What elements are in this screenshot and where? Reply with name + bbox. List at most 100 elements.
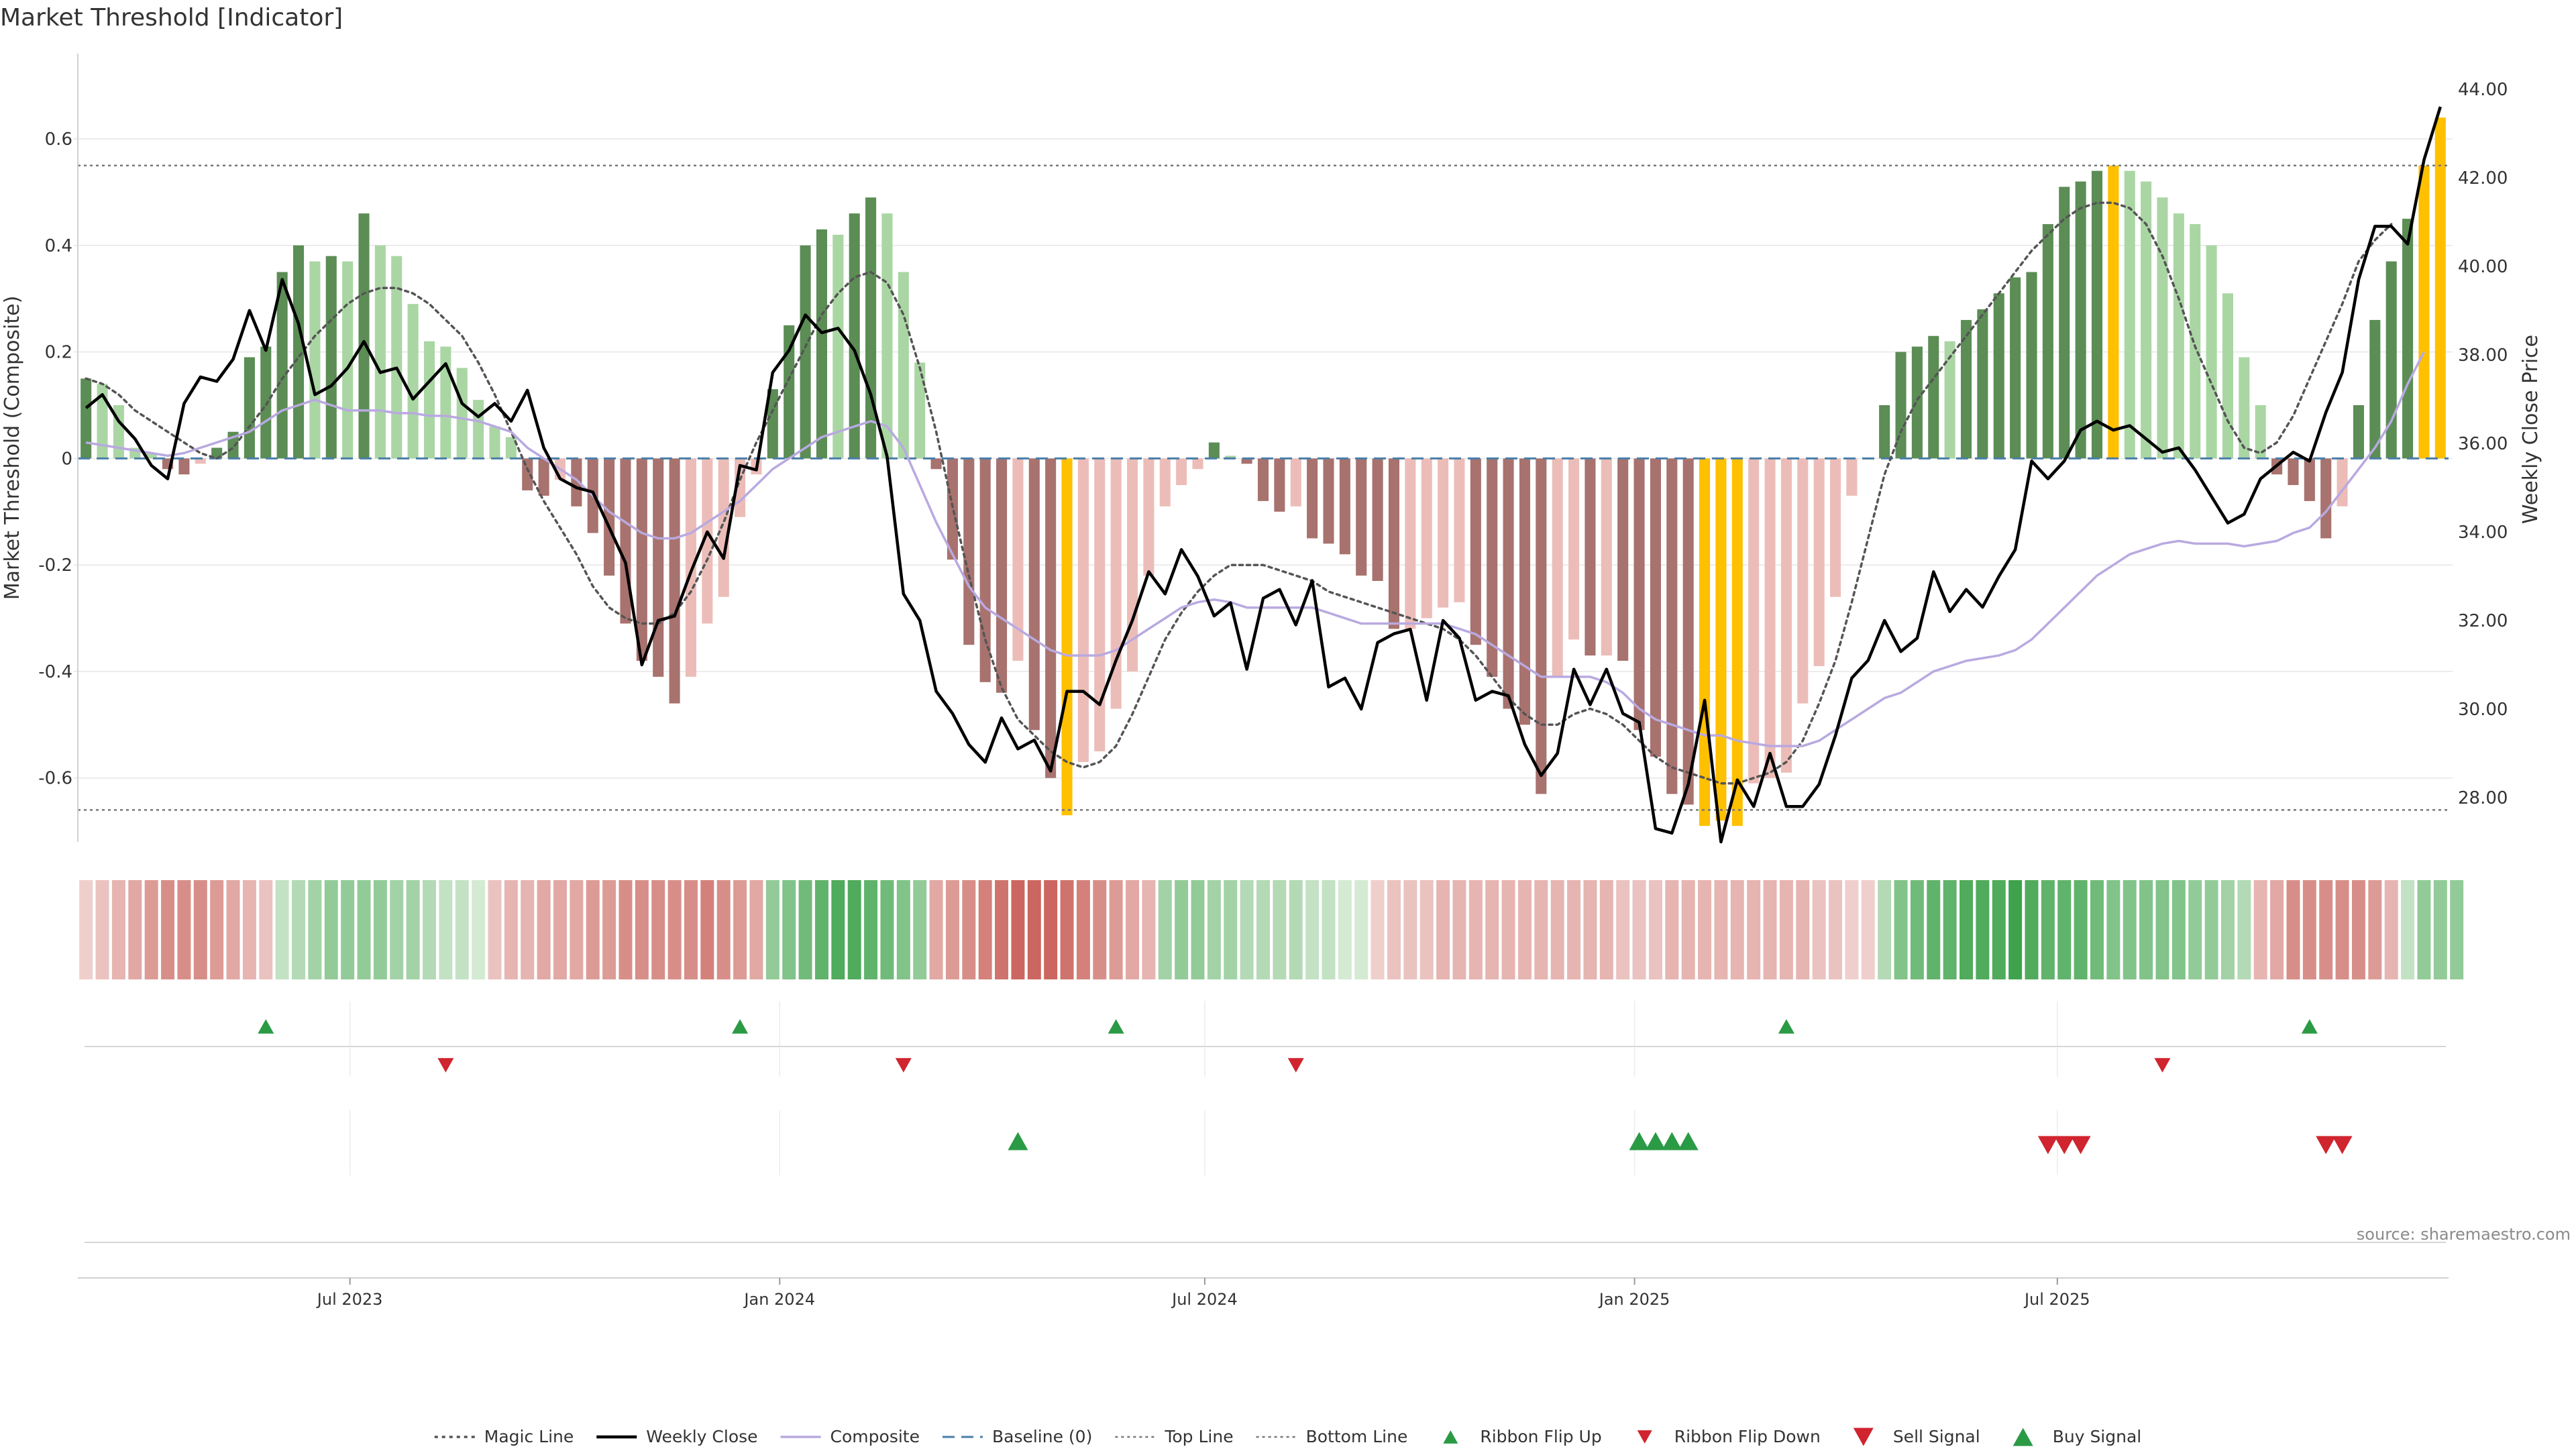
- ribbon-cell: [2335, 880, 2349, 979]
- composite-line: [85, 351, 2425, 747]
- right-tick-label: 42.00: [2458, 168, 2508, 189]
- ribbon-cell: [111, 880, 125, 979]
- ribbon-cell: [1436, 880, 1450, 979]
- ribbon-cell: [2302, 880, 2316, 979]
- ribbon-cell: [749, 880, 763, 979]
- left-tick-label: 0.2: [45, 343, 72, 363]
- ribbon-cell: [2237, 880, 2251, 979]
- ribbon-cell: [1126, 880, 1140, 979]
- ribbon-cell: [2025, 880, 2039, 979]
- composite-bar: [1225, 455, 1236, 459]
- ribbon-cell: [1632, 880, 1646, 979]
- ribbon-cell: [1665, 880, 1679, 979]
- ribbon-cell: [1371, 880, 1385, 979]
- ribbon-flip-down-marker: [437, 1058, 454, 1073]
- x-tick-label: Jul 2024: [1171, 1290, 1238, 1309]
- ribbon-cell: [1305, 880, 1320, 979]
- legend-label: Buy Signal: [2053, 1427, 2142, 1446]
- composite-bar: [1339, 458, 1350, 555]
- ribbon-cell: [1468, 880, 1483, 979]
- ribbon-cell: [439, 880, 453, 979]
- ribbon-cell: [716, 880, 731, 979]
- ribbon-cell: [1011, 880, 1025, 979]
- composite-bar: [1094, 458, 1106, 752]
- legend-item-ribbon-flip-up: Ribbon Flip Up: [1443, 1427, 1602, 1446]
- ribbon-cell: [324, 880, 338, 979]
- ribbon-cell: [1517, 880, 1532, 979]
- ribbon-cell: [619, 880, 633, 979]
- composite-bar: [1438, 458, 1449, 608]
- ribbon-cell: [1599, 880, 1613, 979]
- ribbon-cell: [962, 880, 976, 979]
- composite-bar: [947, 458, 958, 560]
- left-axis-label: Market Threshold (Composite): [1, 296, 24, 600]
- composite-bar: [816, 229, 827, 459]
- ribbon-cell: [929, 880, 943, 979]
- ribbon-cell: [2057, 880, 2072, 979]
- ribbon-cell: [177, 880, 191, 979]
- composite-bar: [718, 458, 729, 597]
- ribbon-flip-up-marker: [732, 1019, 749, 1034]
- ribbon-cell: [1175, 880, 1189, 979]
- composite-bar: [2010, 277, 2021, 459]
- composite-bar: [604, 458, 615, 576]
- ribbon-cell: [1878, 880, 1892, 979]
- ribbon-cell: [913, 880, 927, 979]
- composite-bar: [653, 458, 664, 677]
- price-line-layer: [85, 106, 2442, 844]
- composite-bar: [669, 458, 680, 704]
- ribbon-flip-down-marker: [2154, 1058, 2171, 1073]
- composite-bar: [620, 458, 631, 624]
- buy-signal-marker: [1008, 1132, 1028, 1150]
- ribbon-cell: [1796, 880, 1810, 979]
- composite-bar: [1895, 352, 1907, 459]
- composite-bar: [1633, 458, 1645, 731]
- ribbon-cell: [210, 880, 224, 979]
- ribbon-cell: [1714, 880, 1728, 979]
- right-tick-label: 32.00: [2458, 611, 2508, 631]
- ribbon-cell: [2401, 880, 2415, 979]
- ribbon-cell: [798, 880, 812, 979]
- composite-bar: [1405, 458, 1416, 629]
- composite-bar: [178, 458, 190, 475]
- ribbon-cell: [1501, 880, 1515, 979]
- bars-layer: [80, 117, 2446, 826]
- composite-bar: [2320, 458, 2332, 539]
- ribbon-cell: [1992, 880, 2006, 979]
- composite-bar: [309, 261, 321, 459]
- legend-label: Top Line: [1164, 1427, 1233, 1446]
- composite-bar: [2337, 458, 2348, 506]
- ribbon-cell: [1960, 880, 1974, 979]
- composite-bar: [930, 458, 942, 470]
- composite-bar: [833, 234, 844, 459]
- ribbon-cell: [1322, 880, 1336, 979]
- composite-bar: [865, 197, 877, 459]
- composite-bar: [489, 426, 500, 459]
- legend-item-bottom-line: Bottom Line: [1256, 1427, 1407, 1446]
- ribbon-cell: [95, 880, 109, 979]
- composite-bar: [1813, 458, 1825, 667]
- ribbon-cell: [945, 880, 959, 979]
- composite-bar: [800, 245, 811, 459]
- composite-bar: [1682, 458, 1694, 805]
- composite-bar: [1241, 458, 1252, 464]
- composite-bar: [195, 458, 206, 464]
- ribbon-cell: [1403, 880, 1417, 979]
- composite-bar: [1487, 458, 1498, 677]
- composite-bar: [358, 213, 370, 459]
- ribbon-cell: [1730, 880, 1744, 979]
- composite-bar: [2304, 458, 2315, 501]
- buy-signal-marker: [1645, 1132, 1666, 1150]
- ribbon-flip-up-marker: [258, 1019, 274, 1034]
- composite-bar: [1110, 458, 1122, 709]
- composite-bar: [1536, 458, 1547, 794]
- ribbon-cell: [1452, 880, 1466, 979]
- ribbon-cell: [1142, 880, 1156, 979]
- ribbon-cell: [1076, 880, 1090, 979]
- ribbon-cell: [1485, 880, 1499, 979]
- ribbon-cell: [1550, 880, 1564, 979]
- composite-bar: [849, 213, 860, 459]
- sell-signal-marker: [2054, 1136, 2075, 1155]
- composite-bar: [1568, 458, 1580, 640]
- composite-bar: [1797, 458, 1809, 704]
